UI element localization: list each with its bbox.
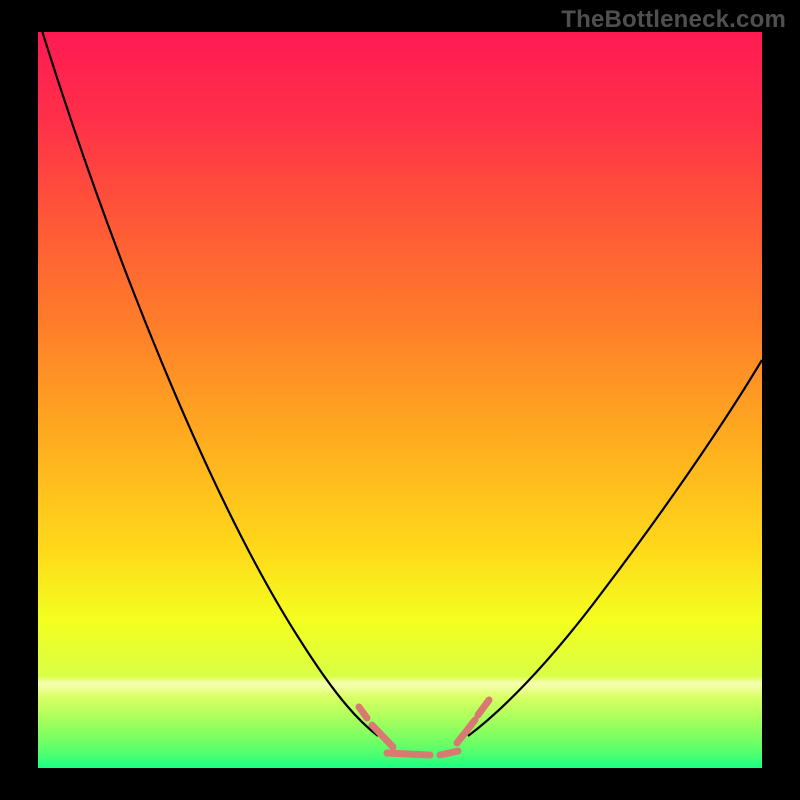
- watermark-text: TheBottleneck.com: [561, 6, 786, 34]
- bottom-dash-2: [387, 753, 430, 755]
- chart-stage: TheBottleneck.com: [0, 0, 800, 800]
- gradient-background: [38, 32, 762, 768]
- bottleneck-chart: [0, 0, 800, 800]
- bottom-dash-3: [440, 751, 458, 755]
